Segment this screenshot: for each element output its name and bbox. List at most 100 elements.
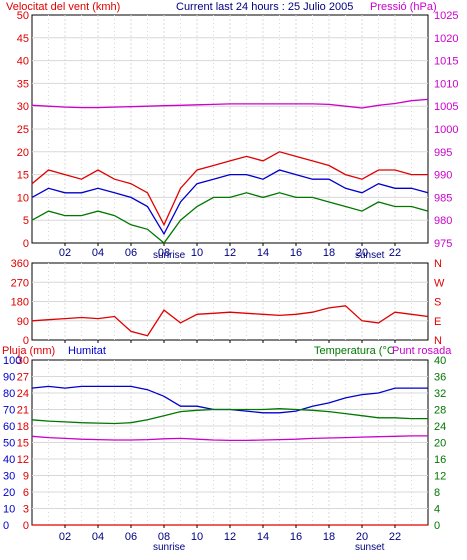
x-tick-label: 12: [224, 247, 236, 259]
y-tick-label-humidity: 90: [3, 372, 15, 384]
y-tick-label-humidity: 100: [3, 355, 21, 367]
y-tick-label-left: 0: [23, 238, 29, 250]
series-line-wind-direction: [31, 305, 429, 337]
series-line-pressure: [31, 98, 429, 109]
sunset-label-top: sunset: [355, 250, 385, 261]
x-tick-label: 08: [158, 531, 170, 543]
x-tick-label: 20: [356, 247, 368, 259]
y-tick-label-left: 10: [17, 192, 29, 204]
series-line-gust: [31, 151, 428, 227]
dewpoint-title: Punt rosada: [392, 345, 452, 357]
y-tick-label-right: 980: [434, 215, 452, 227]
y-tick-label-right: 0: [434, 520, 440, 532]
y-tick-label-right: 995: [434, 147, 452, 159]
x-tick-label: 16: [290, 531, 302, 543]
y-tick-label-right: 1015: [434, 56, 458, 68]
y-tick-label-left: 15: [17, 170, 29, 182]
x-tick-label: 16: [290, 247, 302, 259]
x-tick-label: 06: [125, 531, 137, 543]
sunrise-label-top: sunrise: [153, 250, 186, 261]
y-tick-label-left: 25: [17, 124, 29, 136]
y-tick-label-right: 36: [434, 372, 446, 384]
series-line-average: [31, 169, 429, 236]
y-tick-label-right: W: [434, 277, 445, 289]
x-tick-label: 20: [356, 531, 368, 543]
y-tick-label-humidity: 0: [3, 520, 9, 532]
x-tick-label: 06: [125, 247, 137, 259]
x-tick-label: 10: [191, 531, 203, 543]
y-tick-label-right: 985: [434, 192, 452, 204]
y-tick-label-right: 28: [434, 405, 446, 417]
y-tick-label-right: 1010: [434, 78, 458, 90]
y-tick-label-humidity: 40: [3, 454, 15, 466]
sunrise-label-bottom: sunrise: [153, 542, 186, 553]
y-tick-label-humidity: 60: [3, 421, 15, 433]
y-tick-label-right: 1025: [434, 10, 458, 22]
y-tick-label-right: 8: [434, 487, 440, 499]
series-line-minimum: [31, 192, 429, 244]
y-tick-label-left: 180: [11, 297, 29, 309]
x-tick-label: 10: [191, 247, 203, 259]
y-tick-label-left: 270: [11, 277, 29, 289]
y-tick-label-left: 24: [17, 388, 29, 400]
y-tick-label-humidity: 70: [3, 405, 15, 417]
y-tick-label-left: 5: [23, 215, 29, 227]
y-tick-label-left: 21: [17, 405, 29, 417]
y-tick-label-right: 1005: [434, 101, 458, 113]
x-tick-label: 18: [323, 247, 335, 259]
y-tick-label-right: 12: [434, 471, 446, 483]
x-tick-label: 12: [224, 531, 236, 543]
y-tick-label-right: 1020: [434, 33, 458, 45]
y-tick-label-humidity: 20: [3, 487, 15, 499]
y-tick-label-left: 0: [23, 520, 29, 532]
humidity-title: Humitat: [68, 345, 106, 357]
y-tick-label-right: 975: [434, 238, 452, 250]
x-tick-label: 04: [92, 247, 104, 259]
y-tick-label-left: 30: [17, 101, 29, 113]
y-tick-label-humidity: 30: [3, 471, 15, 483]
pressure-title: Pressió (hPa): [370, 1, 437, 13]
y-tick-label-humidity: 50: [3, 438, 15, 450]
y-tick-label-left: 20: [17, 147, 29, 159]
y-tick-label-left: 6: [23, 487, 29, 499]
series-line-temperature: [31, 408, 428, 425]
y-tick-label-left: 50: [17, 10, 29, 22]
y-tick-label-humidity: 10: [3, 504, 15, 516]
chart-main-title: Current last 24 hours : 25 Julio 2005: [176, 1, 353, 13]
y-tick-label-right: 990: [434, 170, 452, 182]
x-tick-label: 22: [389, 247, 401, 259]
x-tick-label: 08: [158, 247, 170, 259]
y-tick-label-right: 16: [434, 454, 446, 466]
y-tick-label-left: 27: [17, 372, 29, 384]
x-tick-label: 04: [92, 531, 104, 543]
y-tick-label-left: 15: [17, 438, 29, 450]
y-tick-label-left: 0: [23, 335, 29, 347]
y-tick-label-right: 20: [434, 438, 446, 450]
y-tick-label-humidity: 80: [3, 388, 15, 400]
y-tick-label-left: 30: [17, 355, 29, 367]
y-tick-label-right: E: [434, 316, 441, 328]
temperature-title: Temperatura (°C: [314, 345, 395, 357]
y-tick-label-right: 32: [434, 388, 446, 400]
y-tick-label-right: N: [434, 335, 442, 347]
x-tick-label: 02: [59, 531, 71, 543]
sunset-label-bottom: sunset: [355, 542, 385, 553]
y-tick-label-right: N: [434, 258, 442, 270]
y-tick-label-left: 35: [17, 78, 29, 90]
y-tick-label-left: 9: [23, 471, 29, 483]
y-tick-label-left: 45: [17, 33, 29, 45]
y-tick-label-right: 4: [434, 504, 440, 516]
y-tick-label-left: 12: [17, 454, 29, 466]
chart-marks-group: 0510152025303540455097598098599099510001…: [3, 10, 458, 543]
y-tick-label-left: 40: [17, 56, 29, 68]
x-tick-label: 14: [257, 247, 269, 259]
y-tick-label-right: 40: [434, 355, 446, 367]
y-tick-label-left: 90: [17, 316, 29, 328]
series-line-dew-point: [31, 435, 428, 442]
rain-title: Pluja (mm): [2, 345, 55, 357]
y-tick-label-left: 3: [23, 504, 29, 516]
y-tick-label-left: 360: [11, 258, 29, 270]
x-tick-label: 22: [389, 531, 401, 543]
y-tick-label-right: 24: [434, 421, 446, 433]
